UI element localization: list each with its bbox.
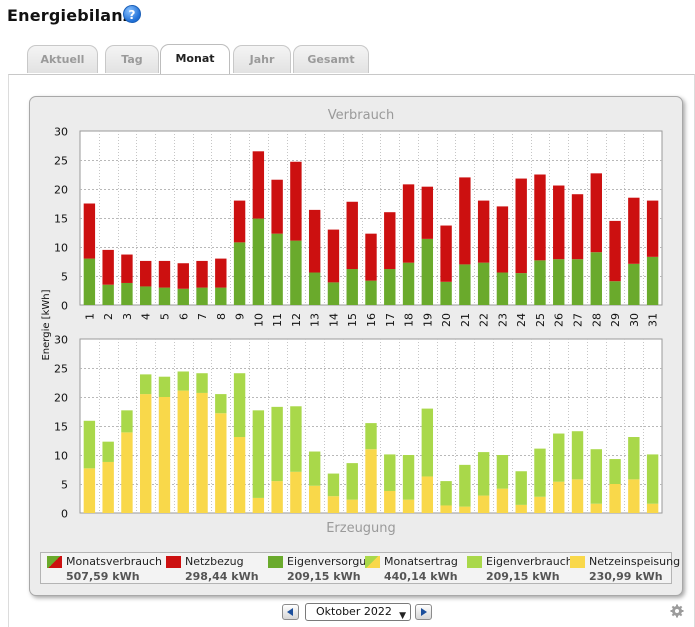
legend-value: 209,15 kWh xyxy=(486,570,560,583)
legend-value: 440,14 kWh xyxy=(384,570,458,583)
arrow-left-icon xyxy=(287,608,293,616)
help-icon[interactable]: ? xyxy=(123,5,141,23)
tab-monat[interactable]: Monat xyxy=(160,44,230,74)
legend-swatch xyxy=(166,556,181,568)
legend-label: Netzeinspeisung xyxy=(589,555,681,568)
month-select-value: Oktober 2022 xyxy=(316,605,392,618)
legend-value: 507,59 kWh xyxy=(66,570,140,583)
legend-label: Eigenverbrauch xyxy=(486,555,573,568)
arrow-right-icon xyxy=(421,608,427,616)
tab-tag[interactable]: Tag xyxy=(105,45,159,73)
tab-aktuell[interactable]: Aktuell xyxy=(27,45,98,73)
month-select[interactable]: Oktober 2022 ▼ xyxy=(305,603,411,621)
legend-label: Eigenversorgung xyxy=(287,555,381,568)
tab-gesamt[interactable]: Gesamt xyxy=(293,45,369,73)
legend-value: 230,99 kWh xyxy=(589,570,663,583)
chevron-down-icon: ▼ xyxy=(399,611,406,621)
legend-label: Monatsertrag xyxy=(384,555,458,568)
legend-swatch xyxy=(467,556,482,568)
legend-swatch xyxy=(365,556,380,568)
legend-value: 298,44 kWh xyxy=(185,570,259,583)
legend-swatch xyxy=(47,556,62,568)
prev-month-button[interactable] xyxy=(282,604,299,620)
legend-value: 209,15 kWh xyxy=(287,570,361,583)
tab-jahr[interactable]: Jahr xyxy=(233,45,291,73)
legend-label: Monatsverbrauch xyxy=(66,555,163,568)
chart-panel xyxy=(29,96,683,596)
legend-label: Netzbezug xyxy=(185,555,244,568)
legend: Monatsverbrauch 507,59 kWh Netzbezug 298,44… xyxy=(40,552,680,584)
page-title: Energiebilanz xyxy=(7,6,133,25)
legend-swatch xyxy=(570,556,585,568)
next-month-button[interactable] xyxy=(415,604,432,620)
legend-swatch xyxy=(268,556,283,568)
gear-icon[interactable] xyxy=(670,604,684,618)
